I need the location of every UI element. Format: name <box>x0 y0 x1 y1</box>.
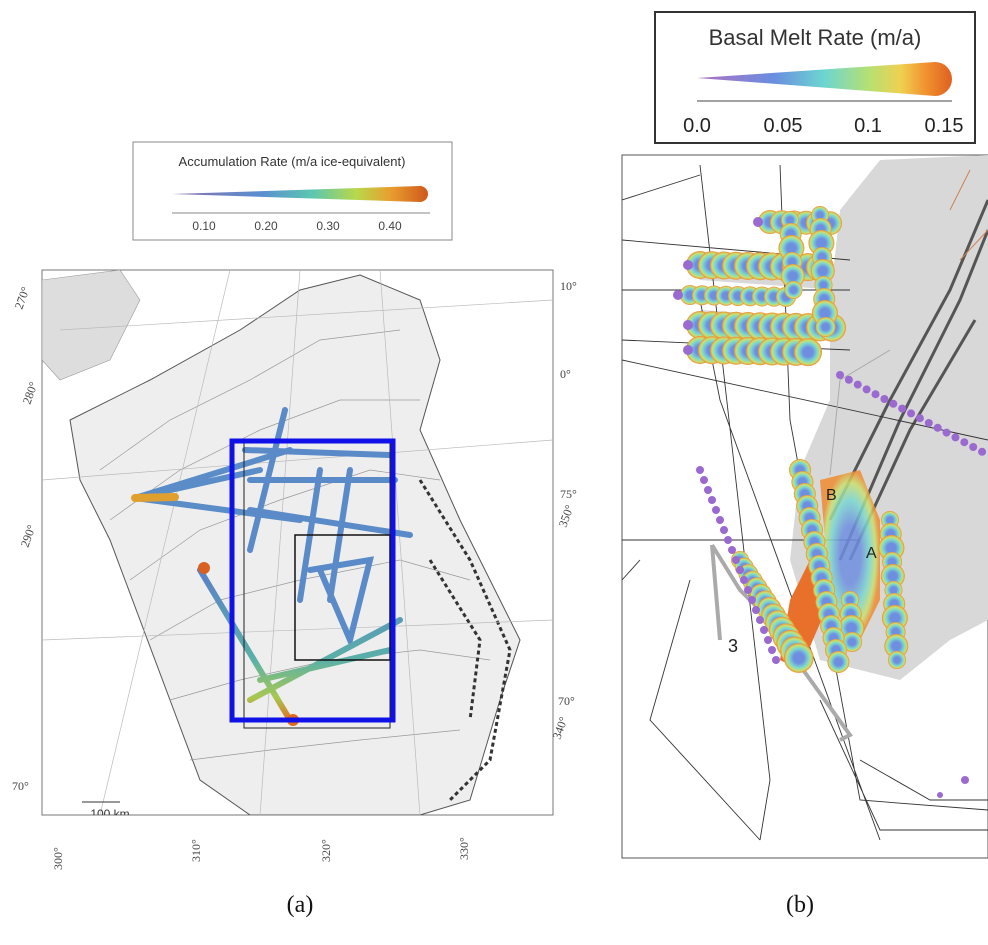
melt-dot <box>863 385 871 393</box>
melt-dot <box>898 405 906 413</box>
melt-dot <box>937 792 943 798</box>
melt-dot <box>728 546 736 554</box>
melt-dot <box>951 433 959 441</box>
coord-label: 10° <box>560 279 577 293</box>
coord-label: 70° <box>12 779 29 793</box>
track <box>135 497 175 498</box>
legend-tick: 0.15 <box>925 115 964 137</box>
melt-dot <box>836 371 844 379</box>
coord-label: 320° <box>319 839 333 862</box>
map-label: B <box>826 487 837 504</box>
melt-dot <box>785 281 803 299</box>
melt-dot <box>880 395 888 403</box>
legend-title: Basal Melt Rate (m/a) <box>709 25 922 50</box>
melt-dot <box>764 636 772 644</box>
coord-label: 300° <box>51 847 65 870</box>
legend-tick: 0.1 <box>854 115 882 137</box>
melt-dot <box>768 646 776 654</box>
melt-dot <box>772 656 780 664</box>
melt-dot <box>732 556 740 564</box>
legend-tick: 0.20 <box>254 219 278 233</box>
figure: Accumulation Rate (m/a ice-equivalent) 0… <box>0 0 988 945</box>
map-label: 3 <box>728 636 738 656</box>
melt-dot <box>683 345 693 355</box>
map-label: A <box>866 545 877 562</box>
melt-dot <box>845 376 853 384</box>
melt-dot <box>943 429 951 437</box>
melt-dot <box>961 776 969 784</box>
coord-label: 350° <box>556 503 577 529</box>
melt-dot <box>696 466 704 474</box>
melt-dot <box>872 390 880 398</box>
melt-dot <box>925 419 933 427</box>
melt-dot <box>854 381 862 389</box>
melt-dot <box>827 651 849 673</box>
caption: (a) <box>287 892 314 918</box>
melt-dot <box>700 476 708 484</box>
coord-label: 330° <box>457 837 471 860</box>
melt-dot <box>978 448 986 456</box>
melt-dot <box>740 576 748 584</box>
map-a: 100 km 270° 280° 290° 70° 10° 0° 75° 350… <box>12 270 577 918</box>
legend-a: Accumulation Rate (m/a ice-equivalent) 0… <box>133 142 452 240</box>
melt-dot <box>748 596 756 604</box>
coord-label: 75° <box>560 487 577 501</box>
legend-title: Accumulation Rate (m/a ice-equivalent) <box>179 154 406 169</box>
melt-dot <box>673 290 683 300</box>
melt-dot <box>716 516 724 524</box>
legend-tick: 0.10 <box>192 219 216 233</box>
melt-dot <box>960 438 968 446</box>
melt-dot <box>816 317 836 337</box>
caption: (b) <box>786 892 814 918</box>
coord-label: 290° <box>18 523 39 549</box>
melt-dot <box>760 626 768 634</box>
melt-dot <box>708 496 716 504</box>
melt-dot <box>888 651 906 669</box>
melt-dot <box>744 586 752 594</box>
map-b: B A 3 (b) <box>622 155 988 918</box>
melt-dot <box>916 414 924 422</box>
melt-dot <box>683 260 693 270</box>
melt-dot <box>753 217 763 227</box>
melt-dot <box>752 606 760 614</box>
coord-label: 310° <box>189 839 203 862</box>
page: {"panel_a": {"legend": {"title": "Accumu… <box>0 0 988 945</box>
coord-label: 280° <box>20 380 41 406</box>
melt-dot <box>784 643 814 673</box>
coord-label: 270° <box>12 285 33 311</box>
melt-dot <box>720 526 728 534</box>
melt-dot <box>736 566 744 574</box>
legend-tick: 0.0 <box>683 115 711 137</box>
legend-b: Basal Melt Rate (m/a) 0.0 0.05 0.1 0.15 <box>655 12 975 143</box>
coord-label: 70° <box>558 694 575 708</box>
melt-dot <box>704 486 712 494</box>
melt-dot <box>794 338 822 366</box>
melt-dot <box>934 424 942 432</box>
melt-dot <box>712 506 720 514</box>
melt-dot <box>683 320 693 330</box>
melt-dot <box>907 409 915 417</box>
melt-dot <box>969 443 977 451</box>
legend-tick: 0.05 <box>764 115 803 137</box>
site <box>198 562 210 574</box>
melt-dot <box>756 616 764 624</box>
legend-tick: 0.40 <box>378 219 402 233</box>
melt-dot <box>724 536 732 544</box>
coord-label: 0° <box>560 367 571 381</box>
melt-dot <box>889 400 897 408</box>
legend-tick: 0.30 <box>316 219 340 233</box>
scale-label: 100 km <box>90 807 129 821</box>
